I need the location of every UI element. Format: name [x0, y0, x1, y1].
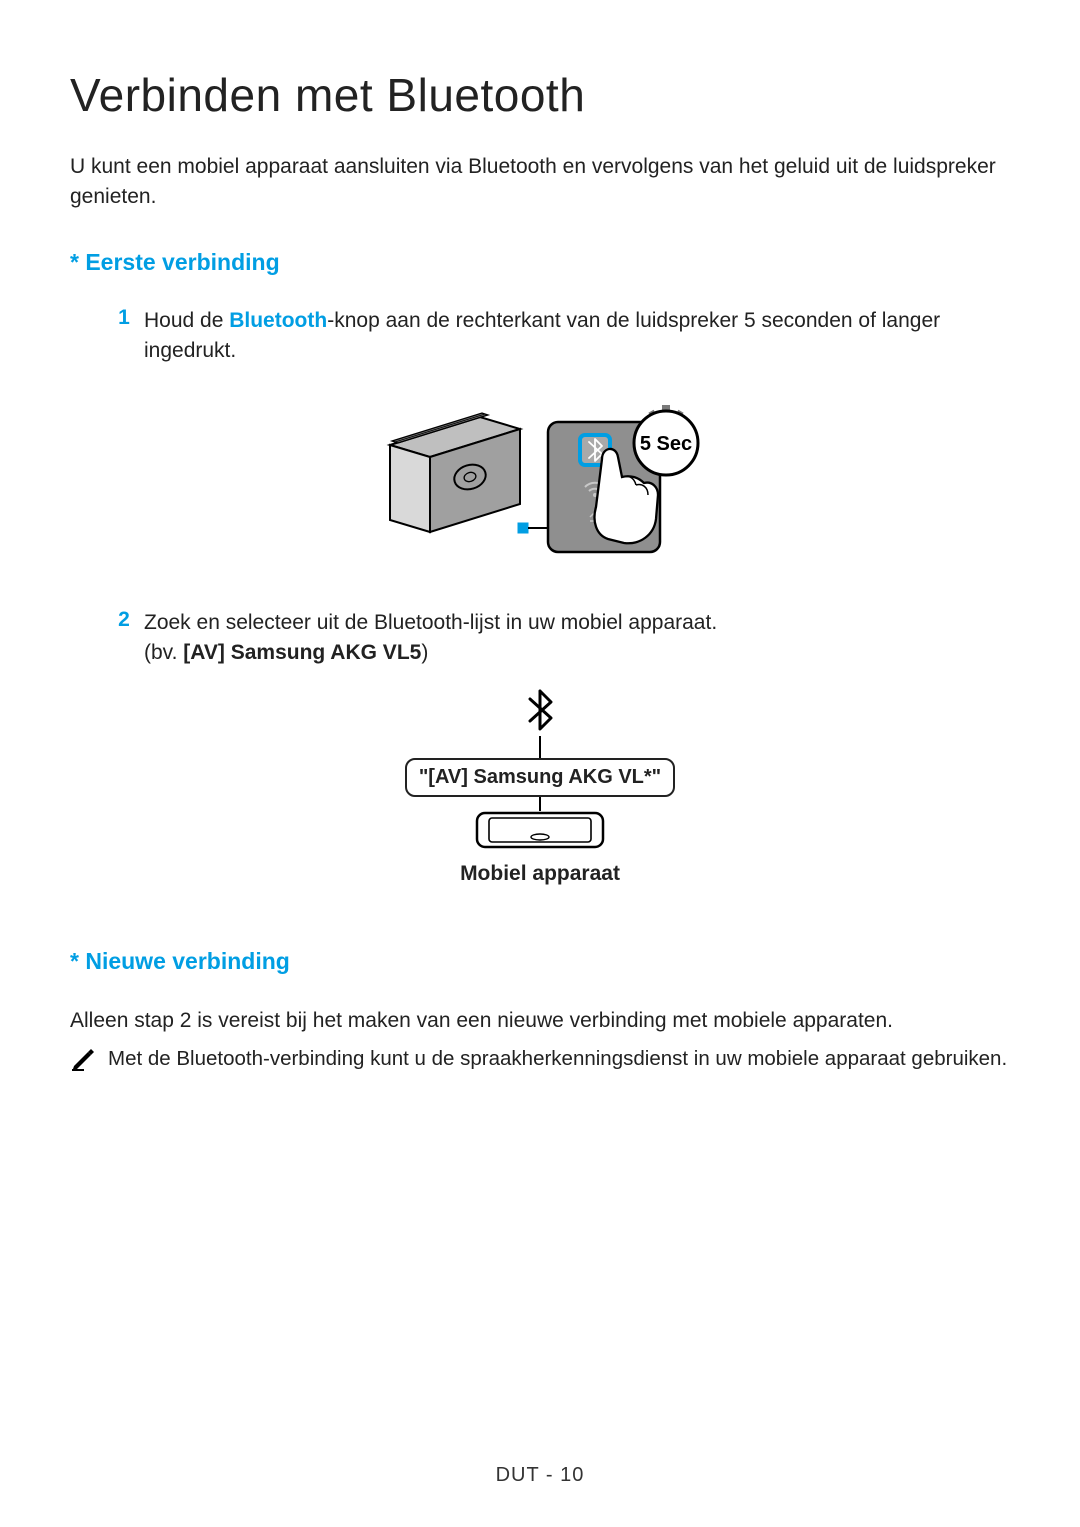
step-2-number: 2: [104, 608, 144, 669]
step-1: 1 Houd de Bluetooth-knop aan de rechterk…: [104, 306, 1010, 367]
step-1-bluetooth: Bluetooth: [229, 309, 327, 332]
section-first-connection: * Eerste verbinding: [70, 249, 1010, 276]
step-2-line2-post: ): [421, 641, 428, 664]
step-1-text: Houd de Bluetooth-knop aan de rechterkan…: [144, 306, 1010, 367]
note-text: Met de Bluetooth-verbinding kunt u de sp…: [108, 1044, 1007, 1074]
step-2-text: Zoek en selecteer uit de Bluetooth-lijst…: [144, 608, 717, 669]
page-footer: DUT - 10: [0, 1464, 1080, 1487]
section-new-connection: * Nieuwe verbinding: [70, 948, 1010, 975]
step-2-line2-bold: [AV] Samsung AKG VL5: [183, 641, 421, 664]
speaker-iso-icon: [390, 413, 520, 532]
note-row: Met de Bluetooth-verbinding kunt u de sp…: [70, 1044, 1010, 1074]
illustration-press-bluetooth: 5 Sec: [70, 387, 1010, 572]
step-2: 2 Zoek en selecteer uit de Bluetooth-lij…: [104, 608, 1010, 669]
bluetooth-icon: [525, 689, 555, 731]
step-2-line2-pre: (bv.: [144, 641, 183, 664]
mobile-caption: Mobiel apparaat: [70, 862, 1010, 886]
step-1-number: 1: [104, 306, 144, 367]
step-2-line1: Zoek en selecteer uit de Bluetooth-lijst…: [144, 611, 717, 634]
illustration-mobile-device: "[AV] Samsung AKG VL*" Mobiel apparaat: [70, 689, 1010, 886]
phone-icon: [475, 811, 605, 849]
svg-text:5 Sec: 5 Sec: [640, 433, 692, 455]
callout-line: [518, 507, 548, 533]
five-sec-badge: 5 Sec: [634, 405, 698, 475]
device-name-box: "[AV] Samsung AKG VL*": [405, 758, 675, 797]
step-1-pre: Houd de: [144, 309, 229, 332]
pencil-note-icon: [70, 1046, 96, 1072]
new-connection-text: Alleen stap 2 is vereist bij het maken v…: [70, 1005, 1010, 1037]
intro-text: U kunt een mobiel apparaat aansluiten vi…: [70, 152, 1010, 213]
page-title: Verbinden met Bluetooth: [70, 68, 1010, 122]
